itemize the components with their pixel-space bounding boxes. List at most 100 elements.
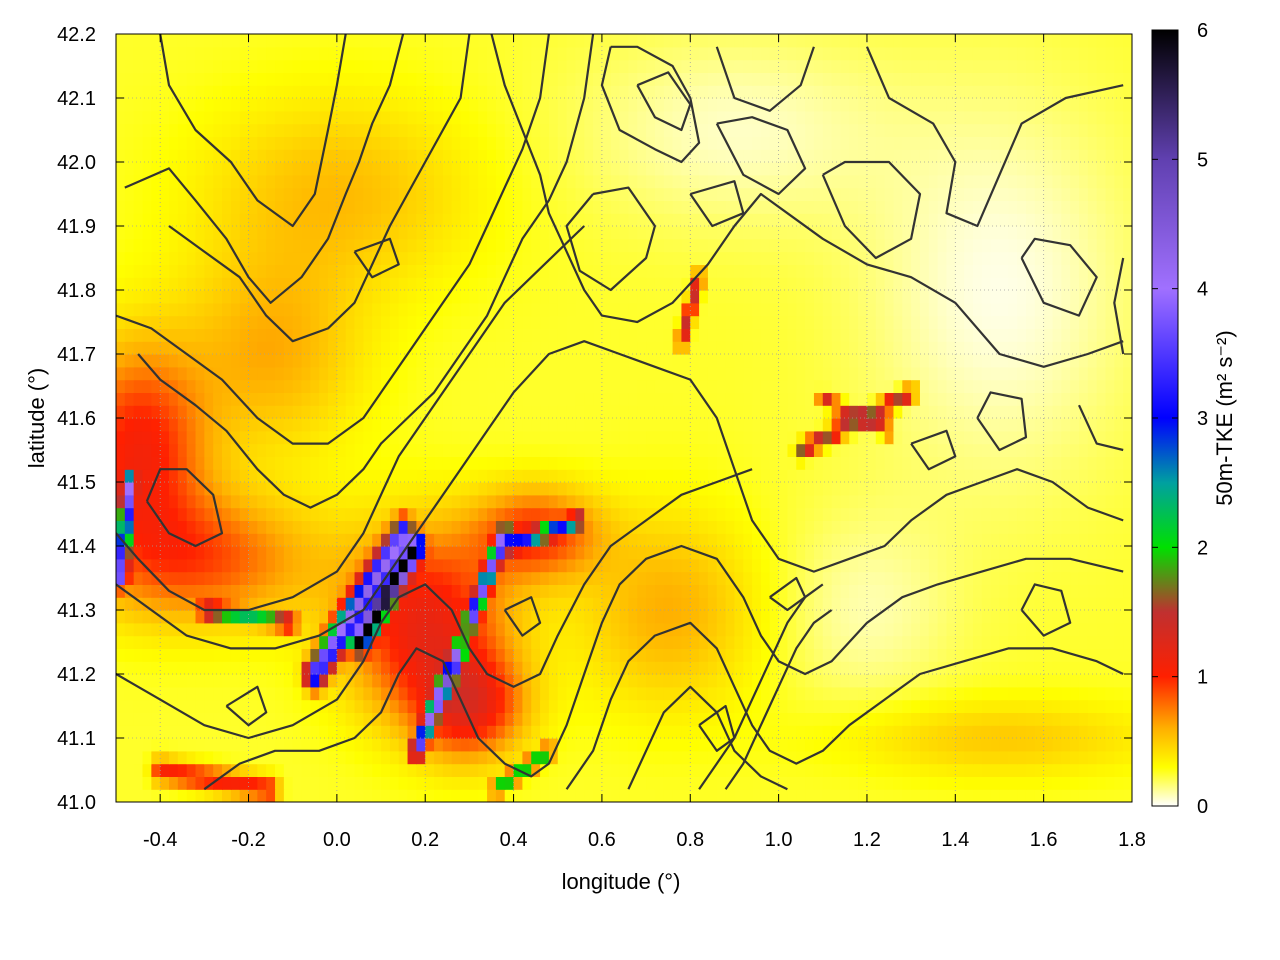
heat-cell (822, 264, 833, 278)
heat-cell (425, 738, 435, 752)
heat-cell (177, 405, 188, 419)
heat-cell (116, 251, 126, 265)
heat-cell (937, 789, 948, 802)
heat-cell (584, 494, 594, 509)
heat-cell (911, 251, 921, 265)
heat-cell (1114, 635, 1124, 649)
heat-cell (928, 597, 939, 611)
heat-cell (416, 379, 426, 393)
heat-cell (1061, 789, 1071, 802)
heat-cell (619, 456, 630, 470)
heat-cell (328, 264, 338, 278)
heat-cell (1070, 392, 1080, 406)
heat-cell (1061, 405, 1071, 419)
heat-cell (928, 290, 939, 304)
heat-cell (230, 725, 241, 739)
heat-cell (557, 315, 568, 329)
heat-cell (116, 405, 126, 419)
heat-cell (283, 443, 294, 457)
heat-cell (248, 366, 258, 381)
heat-cell (805, 571, 815, 585)
heat-cell (893, 712, 903, 726)
heat-cell (707, 341, 718, 355)
heat-cell (760, 251, 771, 265)
heat-cell (593, 494, 603, 509)
heat-cell (372, 597, 382, 611)
heat-cell (354, 712, 364, 726)
heat-cell (875, 558, 886, 573)
heat-cell (884, 648, 895, 662)
heat-cell (204, 264, 214, 278)
heat-cell (690, 686, 700, 701)
heat-cell (575, 610, 585, 624)
heat-cell (336, 405, 347, 419)
heat-cell (275, 264, 285, 278)
heat-cell (593, 571, 603, 585)
heat-cell (646, 597, 656, 611)
heat-cell (654, 520, 665, 534)
heat-cell (990, 264, 1001, 278)
heat-cell (1052, 328, 1062, 342)
heat-cell (275, 469, 285, 483)
heat-cell (1105, 405, 1115, 419)
heat-cell (531, 648, 541, 662)
heat-cell (610, 635, 621, 649)
heat-cell (875, 674, 886, 688)
heat-cell (690, 302, 700, 317)
heat-cell (760, 277, 771, 291)
heat-cell (752, 776, 762, 790)
heat-cell (1096, 354, 1107, 368)
heat-cell (513, 366, 523, 381)
heat-cell (336, 482, 347, 496)
heat-cell (345, 622, 356, 637)
heat-cell (919, 264, 930, 278)
heat-cell (195, 238, 205, 253)
heat-cell (169, 763, 179, 777)
heat-cell (345, 686, 356, 701)
heat-cell (116, 354, 126, 368)
heat-cell (275, 366, 285, 381)
heat-cell (769, 661, 780, 675)
heat-cell (531, 686, 541, 701)
heat-cell (442, 776, 453, 790)
heat-cell (946, 597, 956, 611)
heat-cell (884, 546, 895, 560)
heat-cell (133, 738, 144, 752)
heat-cell (248, 469, 258, 483)
heat-cell (239, 443, 250, 457)
heat-cell (425, 443, 435, 457)
heat-cell (610, 648, 621, 662)
heat-cell (628, 302, 638, 317)
heat-cell (584, 610, 594, 624)
heat-cell (389, 341, 400, 355)
heat-cell (972, 430, 983, 445)
heat-cell (575, 277, 585, 291)
heat-cell (1034, 558, 1045, 573)
heat-cell (778, 597, 789, 611)
heat-cell (283, 738, 294, 752)
heat-cell (124, 392, 135, 406)
heat-cell (116, 520, 126, 534)
heat-cell (169, 750, 179, 765)
heat-cell (213, 520, 223, 534)
heat-cell (743, 635, 753, 649)
heat-cell (151, 238, 161, 253)
heat-cell (169, 520, 179, 534)
heat-cell (336, 418, 347, 432)
heat-cell (840, 558, 850, 573)
heat-cell (884, 354, 895, 368)
heat-cell (407, 635, 417, 649)
heat-cell (937, 290, 948, 304)
heat-cell (699, 520, 709, 534)
heat-cell (796, 392, 806, 406)
heat-cell (557, 418, 568, 432)
heat-cell (248, 341, 258, 355)
heat-cell (1114, 546, 1124, 560)
heat-cell (911, 750, 921, 765)
heat-cell (778, 264, 789, 278)
heat-cell (752, 443, 762, 457)
heat-cell (222, 738, 232, 752)
heat-cell (504, 661, 515, 675)
heat-cell (292, 686, 303, 701)
heat-cell (849, 571, 859, 585)
